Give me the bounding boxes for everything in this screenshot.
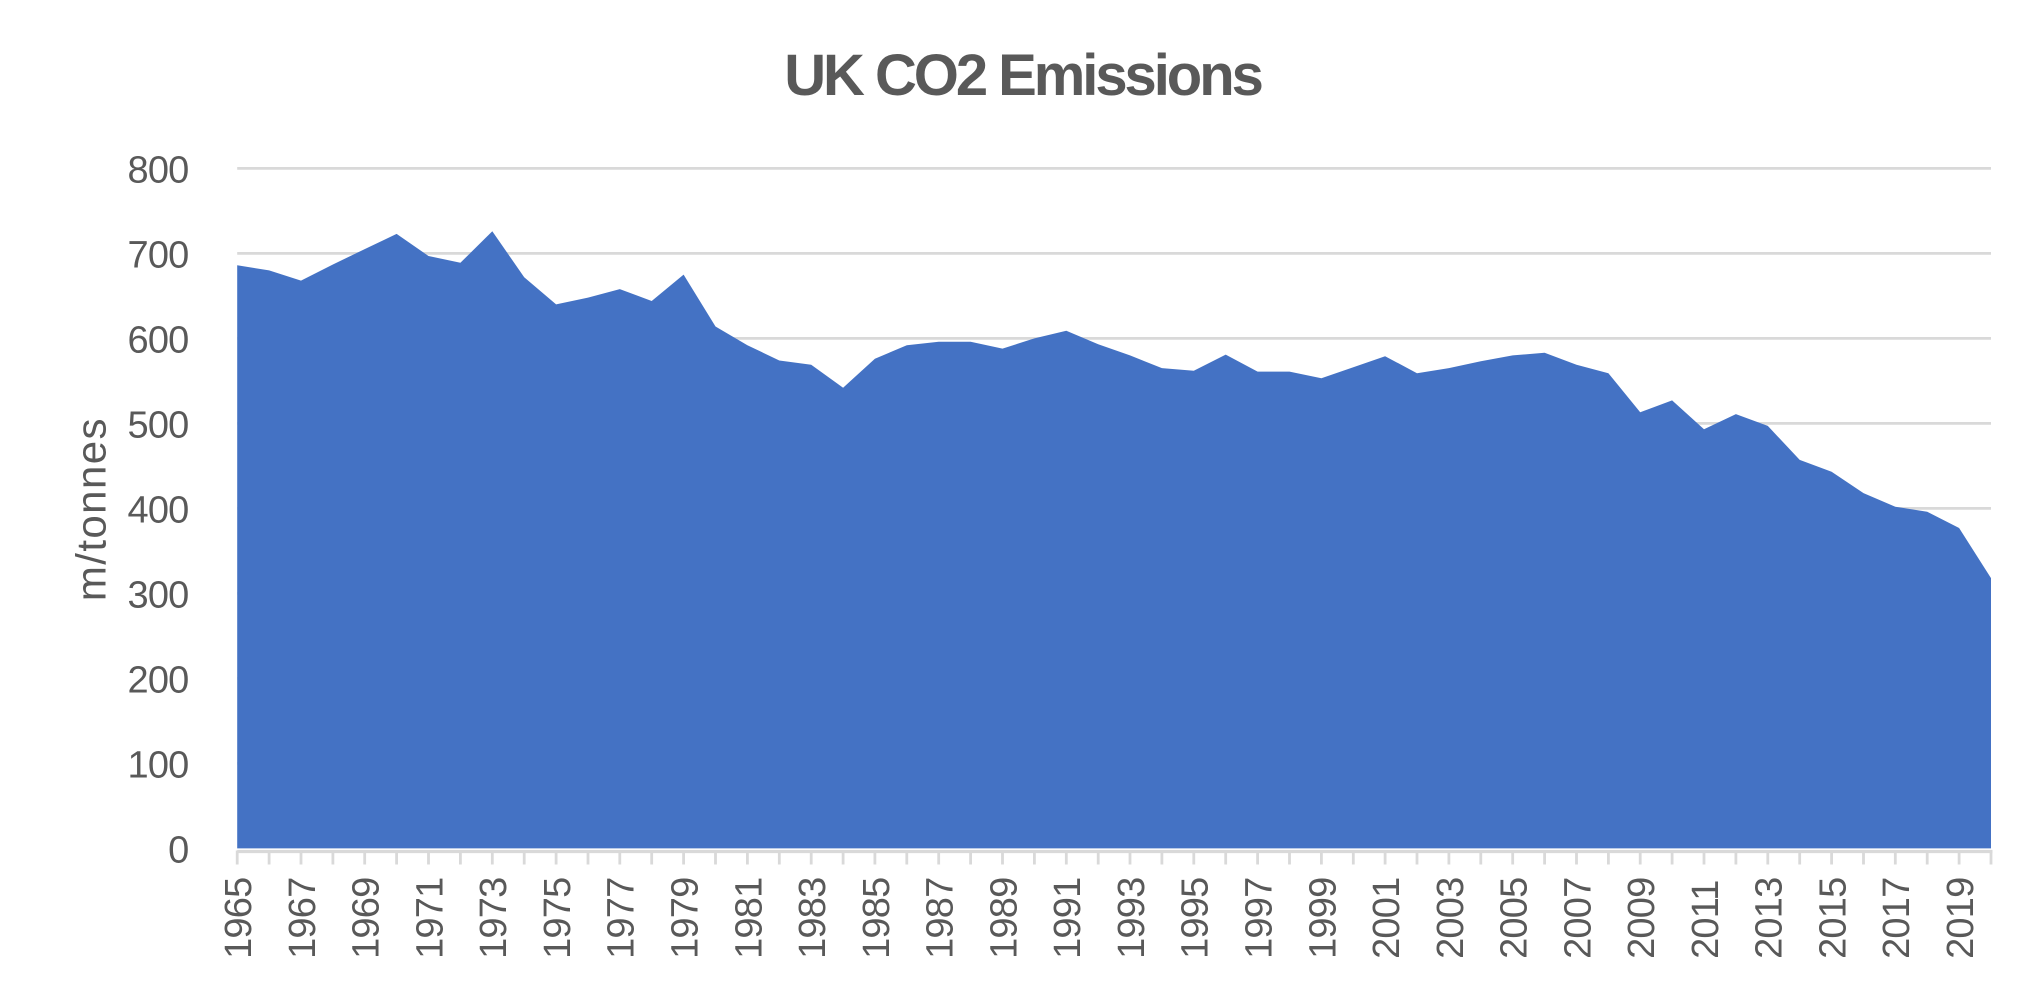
svg-text:1981: 1981 (728, 878, 770, 959)
svg-text:1977: 1977 (601, 878, 643, 959)
svg-text:2003: 2003 (1430, 878, 1472, 959)
svg-text:1979: 1979 (665, 878, 707, 959)
svg-text:1987: 1987 (920, 878, 962, 959)
svg-text:m/tonnes: m/tonnes (68, 417, 115, 601)
svg-text:1997: 1997 (1239, 878, 1281, 959)
svg-text:1967: 1967 (282, 878, 324, 959)
svg-text:1975: 1975 (537, 878, 579, 959)
svg-text:800: 800 (127, 149, 188, 191)
svg-text:1999: 1999 (1302, 878, 1344, 959)
svg-text:1969: 1969 (346, 878, 388, 959)
svg-text:1971: 1971 (409, 878, 451, 959)
svg-text:600: 600 (127, 319, 188, 361)
svg-text:2001: 2001 (1366, 878, 1408, 959)
svg-text:300: 300 (127, 574, 188, 616)
svg-text:1973: 1973 (473, 878, 515, 959)
svg-text:2009: 2009 (1621, 878, 1663, 959)
svg-text:1993: 1993 (1111, 878, 1153, 959)
svg-text:2019: 2019 (1940, 878, 1982, 959)
svg-text:500: 500 (127, 404, 188, 446)
svg-text:2017: 2017 (1876, 878, 1918, 959)
svg-text:2011: 2011 (1685, 880, 1727, 959)
svg-text:400: 400 (127, 489, 188, 531)
svg-text:0: 0 (168, 829, 188, 871)
svg-text:2013: 2013 (1749, 878, 1791, 959)
svg-text:1991: 1991 (1047, 878, 1089, 959)
svg-text:1995: 1995 (1175, 878, 1217, 959)
svg-text:200: 200 (127, 659, 188, 701)
svg-text:1989: 1989 (983, 878, 1025, 959)
svg-text:UK CO2 Emissions: UK CO2 Emissions (784, 43, 1261, 108)
svg-text:1983: 1983 (792, 878, 834, 959)
svg-text:2015: 2015 (1813, 878, 1855, 959)
svg-text:2007: 2007 (1557, 878, 1599, 959)
svg-text:100: 100 (127, 744, 188, 786)
svg-text:1985: 1985 (856, 878, 898, 959)
svg-text:1965: 1965 (218, 878, 260, 959)
svg-text:700: 700 (127, 234, 188, 276)
svg-text:2005: 2005 (1494, 878, 1536, 959)
